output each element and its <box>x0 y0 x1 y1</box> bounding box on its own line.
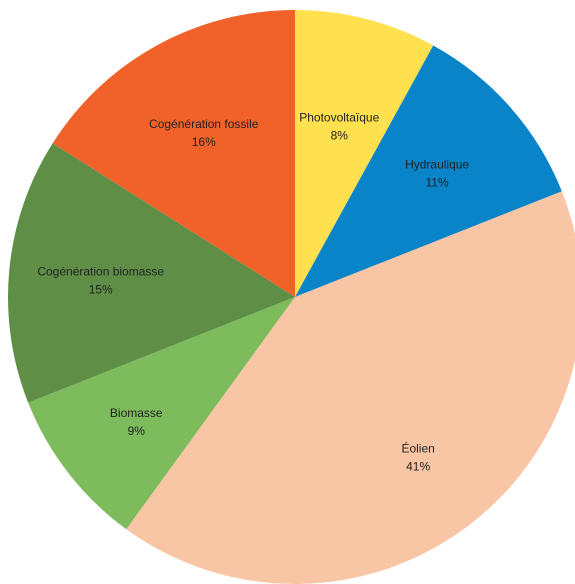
slice-value-photovoltaique: 8% <box>331 129 349 143</box>
slice-value-biomasse: 9% <box>128 424 146 438</box>
slice-label-eolien: Éolien <box>401 441 434 456</box>
pie-slice-hydraulique <box>295 45 562 297</box>
pie-slice-biomasse <box>28 297 296 530</box>
pie-slice-cogeneration-fossile <box>52 10 295 297</box>
slice-value-hydraulique: 11% <box>426 176 449 190</box>
slice-label-photovoltaique: Photovoltaïque <box>299 111 379 125</box>
slice-label-hydraulique: Hydraulique <box>405 158 469 172</box>
slice-label-biomasse: Biomasse <box>110 406 163 420</box>
slice-label-cogeneration-fossile: Cogénération fossile <box>149 117 259 131</box>
pie-slice-eolien <box>126 191 575 584</box>
pie-slice-photovoltaique <box>295 10 434 297</box>
pie-slice-cogeneration-biomasse <box>8 143 296 403</box>
slice-value-cogeneration-biomasse: 15% <box>89 283 113 297</box>
slice-value-cogeneration-fossile: 16% <box>192 135 216 149</box>
slice-value-eolien: 41% <box>406 460 430 474</box>
slice-label-cogeneration-biomasse: Cogénération biomasse <box>37 265 164 279</box>
